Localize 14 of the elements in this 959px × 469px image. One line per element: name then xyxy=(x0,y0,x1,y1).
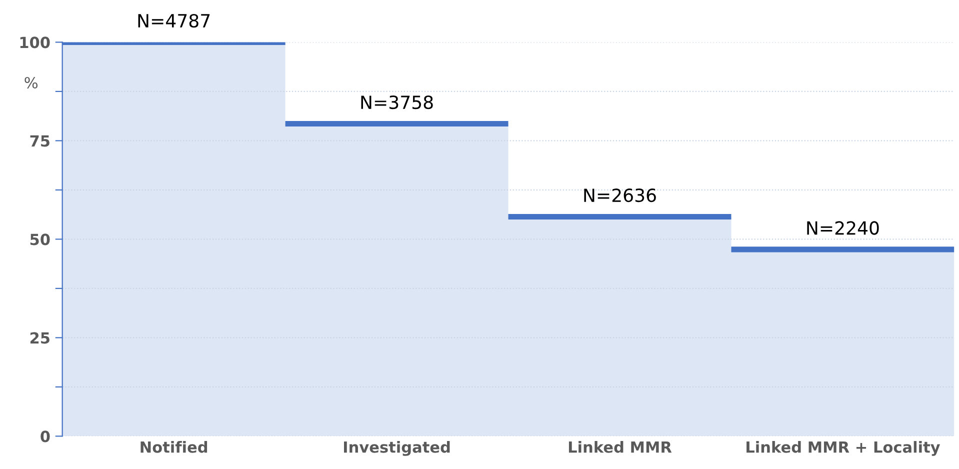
annotation: N=2240 xyxy=(807,221,879,235)
annotation: N=2636 xyxy=(584,188,656,202)
annotation: N=4787 xyxy=(138,14,210,28)
y-tick-label: 25 xyxy=(30,332,50,344)
x-tick-label: Linked MMR xyxy=(568,441,672,453)
y-axis-title: % xyxy=(24,76,38,88)
y-tick-label: 100 xyxy=(20,36,50,48)
annotation: N=3758 xyxy=(361,95,433,110)
x-tick-label: Investigated xyxy=(344,441,450,456)
y-tick-label: 75 xyxy=(30,135,50,147)
x-tick-label: Linked MMR + Locality xyxy=(746,441,940,456)
x-tick-label: Notified xyxy=(140,441,208,453)
y-tick-label: 0 xyxy=(40,430,50,442)
y-tick-label: 50 xyxy=(30,234,50,246)
